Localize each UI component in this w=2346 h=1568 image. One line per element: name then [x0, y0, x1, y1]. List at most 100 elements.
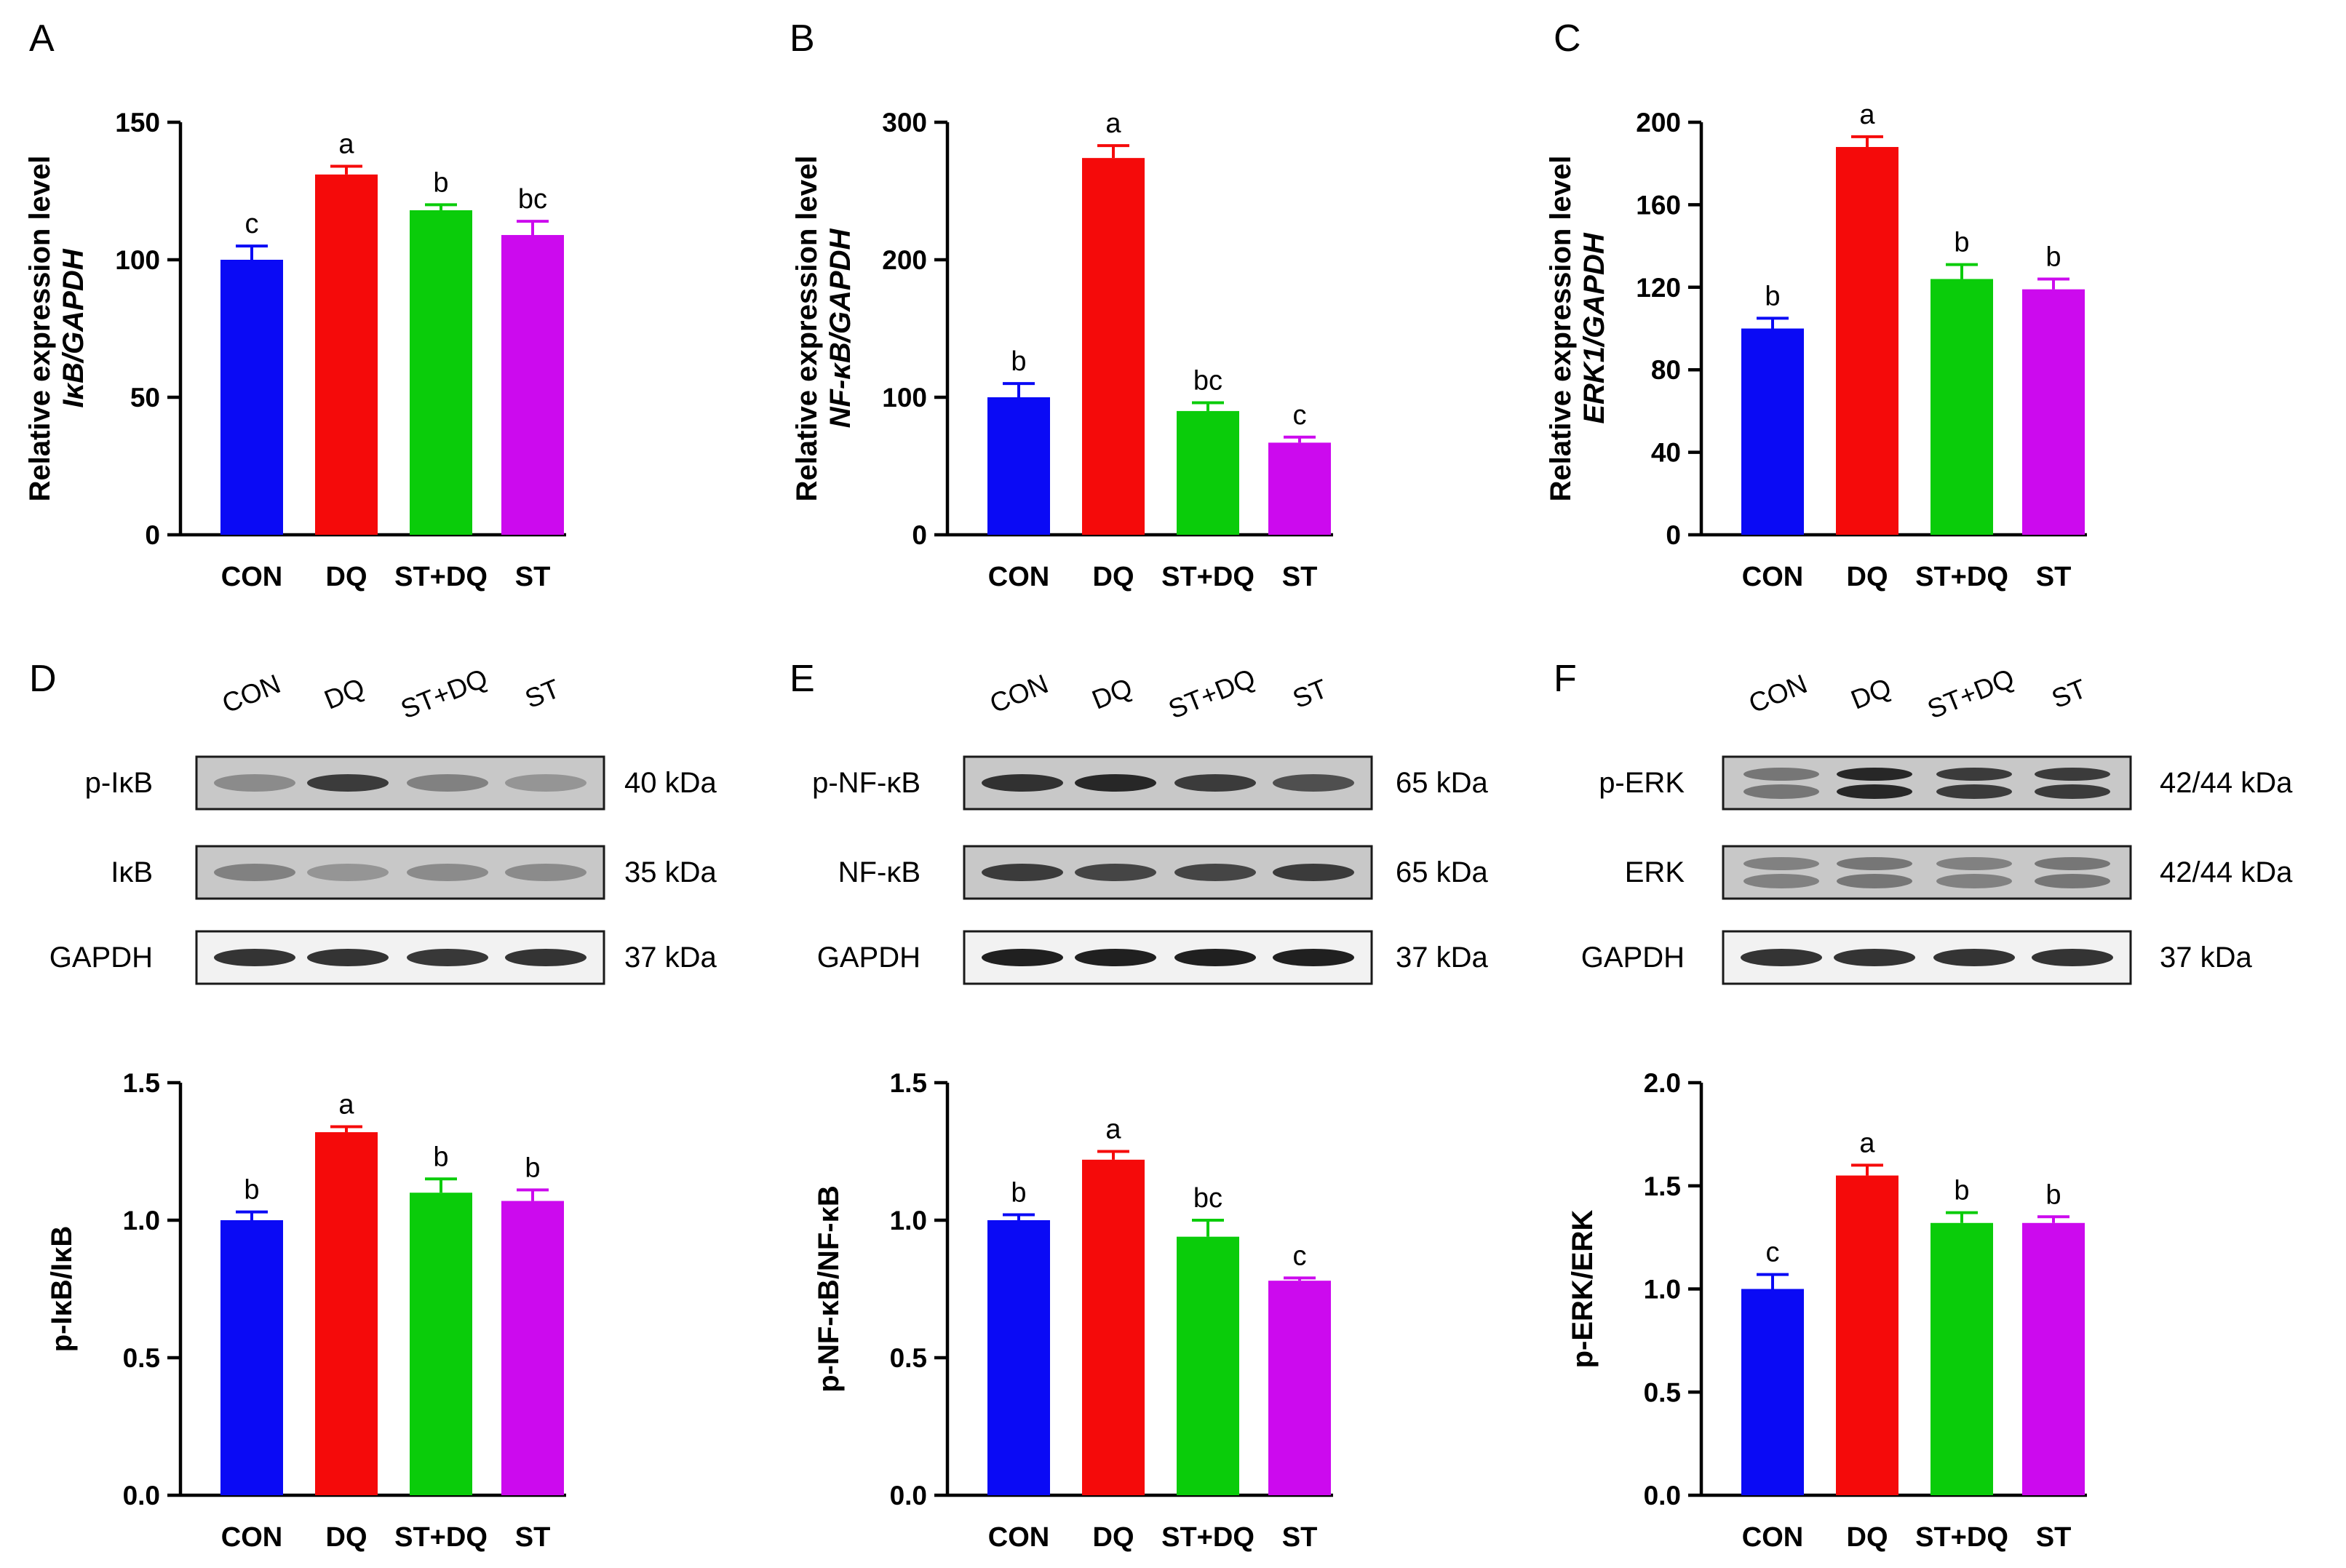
bar-st — [501, 234, 564, 535]
x-tick-label-st-dq: ST+DQ — [1161, 1522, 1254, 1553]
y-axis-label-gene: ERK1/GAPDH — [1578, 232, 1610, 423]
bar-con — [987, 1220, 1050, 1495]
significance-label-st: bc — [518, 184, 547, 215]
x-tick-label-st: ST — [1282, 562, 1318, 592]
panel-letter: C — [1554, 17, 1581, 60]
y-axis-label: p-IκB/IκB — [46, 1226, 78, 1352]
blot-row-label: GAPDH — [817, 942, 920, 974]
x-tick-label-st: ST — [2036, 562, 2072, 592]
x-tick-label-con: CON — [988, 562, 1049, 592]
significance-label-st: c — [1293, 1241, 1307, 1271]
blot-kda-label: 37 kDa — [2160, 942, 2252, 974]
y-tick-label: 100 — [882, 383, 927, 413]
bar-dq — [315, 174, 378, 535]
blot-band-st-dq — [1174, 864, 1256, 881]
x-tick-label-st-dq: ST+DQ — [394, 562, 488, 592]
x-tick-label-st: ST — [515, 562, 551, 592]
x-tick-label-dq: DQ — [1093, 1522, 1134, 1553]
y-tick-label: 1.5 — [890, 1068, 927, 1098]
y-axis-label-gene: IκB/GAPDH — [57, 248, 90, 407]
lane-label-st: ST — [1289, 674, 1332, 715]
significance-label-dq: a — [1105, 1115, 1121, 1145]
y-tick-label: 80 — [1651, 355, 1681, 385]
bar-st-dq — [1931, 1222, 1993, 1495]
blot-band-st — [1273, 864, 1354, 881]
blot-row-label: NF-κB — [838, 856, 920, 888]
significance-label-st: c — [1293, 400, 1307, 431]
blot-band-con — [982, 949, 1063, 966]
y-axis-label: p-ERK/ERK — [1567, 1210, 1599, 1369]
x-tick-label-dq: DQ — [326, 1522, 367, 1553]
bar-panel-4: 0.0 0.5 1.0 1.5 p-IκB/IκB b CON a DQ b ST+DQ b ST — [46, 1068, 566, 1553]
bar-st-dq — [1931, 279, 1993, 535]
blot-membrane-p-erk — [1722, 755, 2132, 811]
blot-kda-label: 42/44 kDa — [2160, 856, 2293, 888]
y-axis-label: Relative expression level — [24, 156, 56, 502]
x-tick-label-con: CON — [221, 1522, 282, 1553]
blot-band-dq — [1075, 774, 1156, 792]
blot-kda-label: 37 kDa — [1396, 942, 1488, 974]
bar-panel-3: C 0 40 80 120 160 200 Relative expression level… — [1545, 17, 2087, 592]
significance-label-con: b — [244, 1175, 259, 1206]
blot-panel-2: E CON DQ ST+DQ ST p-NF-κB 65 kDa NF-κB 65 kDa GAP… — [790, 658, 1488, 985]
blot-row-label: p-NF-κB — [812, 767, 920, 799]
blot-band-lower-dq — [1837, 784, 1912, 799]
significance-label-con: c — [245, 209, 259, 239]
y-tick-label: 120 — [1636, 273, 1681, 303]
y-tick-label: 150 — [115, 108, 160, 138]
blot-band-lower-con — [1743, 874, 1819, 888]
blot-panel-3: F CON DQ ST+DQ ST p-ERK 42/44 kDa ERK 42/44 kDa G… — [1554, 658, 2293, 985]
y-tick-label: 2.0 — [1644, 1068, 1681, 1098]
bar-dq — [1836, 147, 1898, 535]
x-tick-label-dq: DQ — [1093, 562, 1134, 592]
x-tick-label-st-dq: ST+DQ — [1915, 562, 2008, 592]
significance-label-st-dq: b — [1954, 1176, 1969, 1206]
significance-label-dq: a — [338, 1089, 354, 1120]
bar-dq — [1082, 158, 1145, 535]
significance-label-con: b — [1011, 346, 1026, 377]
x-tick-label-st-dq: ST+DQ — [1161, 562, 1254, 592]
lane-label-st-dq: ST+DQ — [1923, 663, 2019, 725]
bar-con — [1741, 328, 1804, 535]
blot-band-st — [1273, 949, 1354, 966]
blot-band-con — [214, 949, 295, 966]
significance-label-dq: a — [1859, 1128, 1875, 1158]
x-tick-label-con: CON — [1742, 1522, 1803, 1553]
significance-label-st-dq: bc — [1193, 1183, 1222, 1214]
y-tick-label: 0.5 — [123, 1343, 160, 1373]
blot-band-st — [505, 864, 586, 881]
y-tick-label: 100 — [115, 245, 160, 275]
blot-kda-label: 65 kDa — [1396, 856, 1488, 888]
blot-band-dq — [1075, 864, 1156, 881]
bar-st-dq — [410, 210, 472, 535]
blot-band-upper-con — [1743, 768, 1819, 781]
blot-band-lower-con — [1743, 784, 1819, 799]
blot-band-lower-st — [2035, 784, 2110, 799]
y-tick-label: 200 — [882, 245, 927, 275]
y-axis-label: p-NF-κB/NF-κB — [813, 1185, 845, 1393]
blot-band-con — [1741, 949, 1822, 966]
lane-label-st-dq: ST+DQ — [397, 663, 492, 725]
bar-st — [2022, 1222, 2085, 1495]
significance-label-st: b — [2045, 1179, 2061, 1210]
panel-letter: B — [790, 17, 815, 60]
y-tick-label: 0 — [912, 520, 927, 550]
blot-row-label: p-IκB — [85, 767, 153, 799]
blot-kda-label: 37 kDa — [624, 942, 717, 974]
lane-label-st: ST — [2048, 674, 2091, 715]
blot-band-st-dq — [1174, 774, 1256, 792]
bar-panel-5: 0.0 0.5 1.0 1.5 p-NF-κB/NF-κB b CON a DQ bc ST+DQ c… — [813, 1068, 1333, 1553]
y-tick-label: 0.5 — [890, 1343, 927, 1373]
significance-label-st: b — [525, 1153, 540, 1183]
blot-band-con — [214, 864, 295, 881]
lane-label-con: CON — [986, 669, 1053, 719]
x-tick-label-st: ST — [2036, 1522, 2072, 1553]
significance-label-dq: a — [1105, 108, 1121, 139]
significance-label-dq: a — [338, 129, 354, 159]
x-tick-label-con: CON — [988, 1522, 1049, 1553]
y-tick-label: 0.0 — [1644, 1481, 1681, 1511]
blot-row-label: IκB — [111, 856, 153, 888]
significance-label-st-dq: bc — [1193, 366, 1222, 397]
y-tick-label: 160 — [1636, 190, 1681, 220]
